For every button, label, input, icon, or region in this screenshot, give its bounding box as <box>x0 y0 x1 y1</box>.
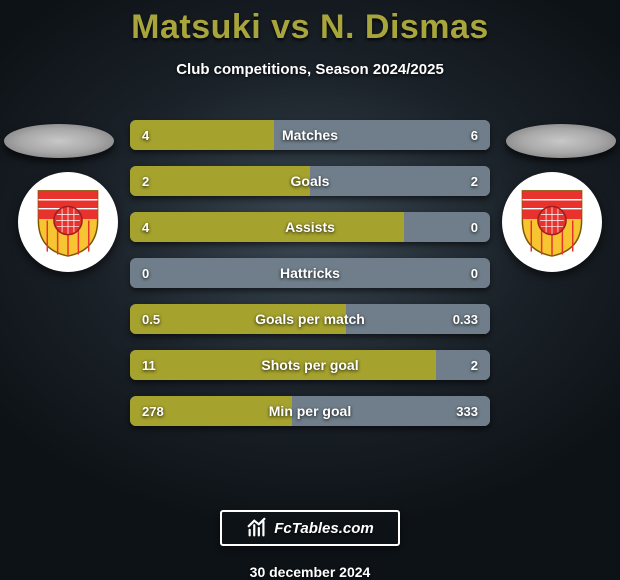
stat-bar-right <box>436 350 490 380</box>
club-badge-left <box>18 172 118 272</box>
brand-chart-icon <box>246 517 268 539</box>
stat-value-right: 0 <box>471 212 478 242</box>
stat-bar-left <box>130 166 310 196</box>
stat-value-left: 0 <box>142 258 149 288</box>
stat-row: Hattricks0 0 <box>130 258 490 288</box>
club-crest-left <box>31 185 105 259</box>
stat-row: Goals per match0.50.33 <box>130 304 490 334</box>
player-photo-left <box>4 124 114 158</box>
stat-bar-left <box>130 212 404 242</box>
comparison-zone: Matches46Goals22Assists40Hattricks00Goal… <box>0 108 620 184</box>
stat-bar-left <box>130 304 346 334</box>
stat-bar-right <box>310 166 490 196</box>
club-badge-right <box>502 172 602 272</box>
page-title: Matsuki vs N. Dismas <box>131 8 489 47</box>
stat-bar-right <box>292 396 490 426</box>
stat-bar-left <box>130 350 436 380</box>
stat-bar-left <box>130 120 274 150</box>
stat-rows: Matches46Goals22Assists40Hattricks00Goal… <box>130 120 490 426</box>
footer-date: 30 december 2024 <box>250 564 371 580</box>
stat-label: Hattricks <box>130 258 490 288</box>
club-crest-right <box>515 185 589 259</box>
stat-row: Matches46 <box>130 120 490 150</box>
stat-row: Assists40 <box>130 212 490 242</box>
stat-row: Shots per goal112 <box>130 350 490 380</box>
stat-row: Goals22 <box>130 166 490 196</box>
brand-text: FcTables.com <box>274 520 373 537</box>
content-wrapper: Matsuki vs N. Dismas Club competitions, … <box>0 0 620 580</box>
stat-bar-left <box>130 396 292 426</box>
stat-value-right: 0 <box>471 258 478 288</box>
stat-row: Min per goal278333 <box>130 396 490 426</box>
page-subtitle: Club competitions, Season 2024/2025 <box>176 61 444 78</box>
stat-bar-right <box>346 304 490 334</box>
brand-box: FcTables.com <box>220 510 400 546</box>
player-photo-right <box>506 124 616 158</box>
stat-bar-right <box>274 120 490 150</box>
